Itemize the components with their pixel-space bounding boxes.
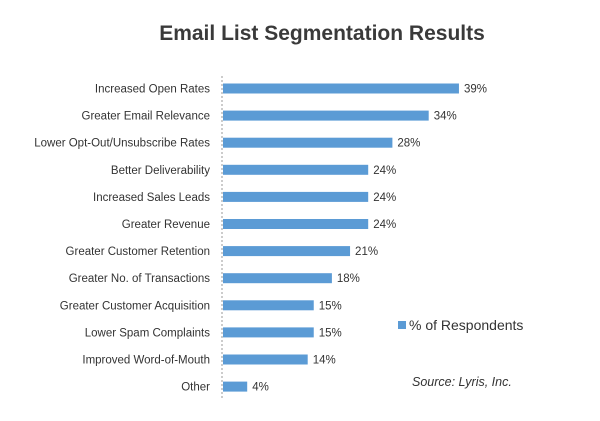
value-label-lower-spam-complaints: 15%: [319, 327, 342, 339]
value-label-lower-opt-out-unsubscribe-rates: 28%: [397, 138, 420, 150]
value-label-greater-no-of-transactions: 18%: [337, 273, 360, 285]
category-label-greater-revenue: Greater Revenue: [122, 219, 210, 231]
value-label-better-deliverability: 24%: [373, 165, 396, 177]
category-label-greater-customer-retention: Greater Customer Retention: [66, 246, 210, 258]
category-label-greater-customer-acquisition: Greater Customer Acquisition: [60, 300, 210, 312]
value-label-greater-email-relevance: 34%: [434, 111, 457, 123]
category-label-lower-opt-out-unsubscribe-rates: Lower Opt-Out/Unsubscribe Rates: [34, 138, 210, 150]
value-label-improved-word-of-mouth: 14%: [313, 355, 336, 367]
bar-better-deliverability: [223, 164, 369, 175]
bars-group: Increased Open Rates 39% Greater Email Rel…: [34, 83, 487, 394]
category-label-greater-email-relevance: Greater Email Relevance: [82, 111, 210, 123]
bar-greater-customer-acquisition: [223, 300, 314, 311]
bar-greater-customer-retention: [223, 246, 351, 257]
value-label-greater-revenue: 24%: [373, 219, 396, 231]
chart-title: Email List Segmentation Results: [159, 22, 485, 45]
bar-increased-open-rates: [223, 83, 459, 94]
bar-lower-opt-out-unsubscribe-rates: [223, 137, 393, 148]
bar-greater-revenue: [223, 219, 369, 229]
category-label-other: Other: [181, 382, 210, 394]
value-label-other: 4%: [252, 382, 269, 394]
category-label-increased-open-rates: Increased Open Rates: [95, 84, 210, 96]
bar-improved-word-of-mouth: [223, 354, 308, 365]
legend-label: % of Respondents: [409, 317, 523, 333]
category-label-better-deliverability: Better Deliverability: [111, 165, 210, 177]
bar-increased-sales-leads: [223, 191, 369, 202]
bar-lower-spam-complaints: [223, 327, 314, 338]
legend: % of Respondents: [398, 317, 523, 333]
category-label-lower-spam-complaints: Lower Spam Complaints: [85, 327, 211, 339]
category-label-greater-no-of-transactions: Greater No. of Transactions: [69, 273, 211, 285]
value-label-greater-customer-retention: 21%: [355, 246, 378, 258]
bar-other: [223, 381, 248, 392]
value-label-increased-open-rates: 39%: [464, 84, 487, 96]
category-label-increased-sales-leads: Increased Sales Leads: [93, 192, 210, 204]
value-label-increased-sales-leads: 24%: [373, 192, 396, 204]
bar-greater-no-of-transactions: [223, 273, 332, 284]
source-note: Source: Lyris, Inc.: [412, 375, 512, 389]
legend-swatch: [398, 321, 406, 329]
category-label-improved-word-of-mouth: Improved Word-of-Mouth: [82, 355, 210, 367]
bar-greater-email-relevance: [223, 110, 429, 121]
value-label-greater-customer-acquisition: 15%: [319, 300, 342, 312]
